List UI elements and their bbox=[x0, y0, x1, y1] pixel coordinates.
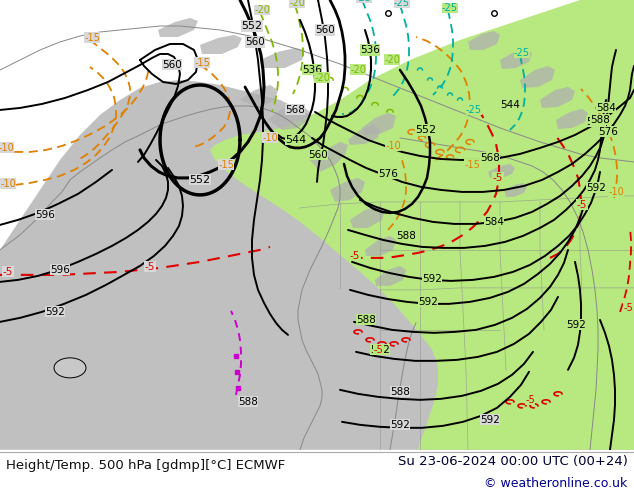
Text: 592: 592 bbox=[422, 274, 442, 284]
Text: -5: -5 bbox=[493, 173, 503, 183]
Polygon shape bbox=[468, 31, 500, 50]
Text: -10: -10 bbox=[0, 143, 14, 153]
Polygon shape bbox=[504, 183, 527, 197]
Polygon shape bbox=[365, 236, 396, 256]
Text: -5: -5 bbox=[577, 200, 587, 210]
Polygon shape bbox=[540, 87, 575, 108]
Polygon shape bbox=[210, 0, 634, 450]
Text: -15: -15 bbox=[218, 160, 234, 170]
Text: -25: -25 bbox=[394, 0, 410, 8]
Text: 588: 588 bbox=[390, 387, 410, 397]
Text: -10: -10 bbox=[385, 141, 401, 151]
Text: -5: -5 bbox=[350, 251, 360, 261]
Text: 560: 560 bbox=[315, 25, 335, 35]
Polygon shape bbox=[362, 113, 396, 135]
Text: -15: -15 bbox=[464, 160, 480, 170]
Polygon shape bbox=[488, 164, 515, 178]
Text: 560: 560 bbox=[162, 60, 182, 70]
Ellipse shape bbox=[54, 358, 86, 378]
Text: 588: 588 bbox=[396, 231, 416, 241]
Polygon shape bbox=[240, 85, 278, 108]
Text: 588: 588 bbox=[356, 315, 376, 325]
Text: 592: 592 bbox=[566, 320, 586, 330]
Text: 544: 544 bbox=[500, 100, 520, 110]
Polygon shape bbox=[0, 80, 634, 450]
Polygon shape bbox=[330, 178, 365, 202]
Text: -20: -20 bbox=[254, 5, 270, 15]
Text: 592: 592 bbox=[480, 415, 500, 425]
Text: -10: -10 bbox=[262, 133, 278, 143]
Text: 568: 568 bbox=[586, 117, 606, 127]
Text: -15: -15 bbox=[84, 33, 100, 43]
Text: -5: -5 bbox=[145, 262, 155, 272]
Text: 592: 592 bbox=[390, 420, 410, 430]
Text: -15: -15 bbox=[194, 58, 210, 68]
Text: -20: -20 bbox=[314, 73, 330, 83]
Text: 552: 552 bbox=[190, 175, 210, 185]
Text: 592: 592 bbox=[586, 183, 606, 193]
Polygon shape bbox=[310, 142, 348, 172]
Text: -20: -20 bbox=[289, 0, 305, 8]
Polygon shape bbox=[200, 35, 242, 54]
Text: 552: 552 bbox=[242, 21, 262, 31]
Text: -20: -20 bbox=[384, 55, 400, 65]
Text: 592: 592 bbox=[370, 345, 390, 355]
Text: Height/Temp. 500 hPa [gdmp][°C] ECMWF: Height/Temp. 500 hPa [gdmp][°C] ECMWF bbox=[6, 460, 285, 472]
Polygon shape bbox=[260, 48, 305, 68]
Polygon shape bbox=[268, 105, 310, 130]
Text: 544: 544 bbox=[285, 135, 307, 145]
Text: -5: -5 bbox=[623, 303, 633, 313]
Text: -10: -10 bbox=[608, 187, 624, 197]
Polygon shape bbox=[556, 109, 588, 129]
Polygon shape bbox=[350, 206, 385, 228]
Text: 592: 592 bbox=[45, 307, 65, 317]
Text: 596: 596 bbox=[50, 265, 70, 275]
Text: -25: -25 bbox=[356, 0, 372, 3]
Text: 568: 568 bbox=[285, 105, 305, 115]
Text: 560: 560 bbox=[245, 37, 265, 47]
Text: -25: -25 bbox=[514, 48, 530, 58]
Text: 588: 588 bbox=[238, 397, 258, 407]
Text: -5: -5 bbox=[373, 345, 383, 355]
Text: 536: 536 bbox=[360, 45, 380, 55]
Text: 592: 592 bbox=[418, 297, 438, 307]
Text: 588: 588 bbox=[590, 115, 610, 125]
Text: 584: 584 bbox=[596, 103, 616, 113]
Text: 576: 576 bbox=[378, 169, 398, 179]
Text: 536: 536 bbox=[302, 65, 322, 75]
Text: Su 23-06-2024 00:00 UTC (00+24): Su 23-06-2024 00:00 UTC (00+24) bbox=[398, 455, 628, 468]
Text: 552: 552 bbox=[415, 125, 437, 135]
Polygon shape bbox=[158, 18, 198, 37]
Text: 568: 568 bbox=[480, 153, 500, 163]
Text: -20: -20 bbox=[350, 65, 366, 75]
Text: -10: -10 bbox=[0, 179, 16, 189]
Polygon shape bbox=[375, 266, 406, 286]
Polygon shape bbox=[348, 125, 380, 145]
Text: -25: -25 bbox=[466, 105, 482, 115]
Text: -5: -5 bbox=[3, 267, 13, 277]
Text: 576: 576 bbox=[598, 127, 618, 137]
Polygon shape bbox=[520, 66, 555, 88]
Text: © weatheronline.co.uk: © weatheronline.co.uk bbox=[484, 477, 628, 490]
Text: -25: -25 bbox=[442, 3, 458, 13]
Text: 560: 560 bbox=[308, 150, 328, 160]
Text: 584: 584 bbox=[484, 217, 504, 227]
Polygon shape bbox=[500, 49, 532, 69]
Text: -5: -5 bbox=[525, 395, 535, 405]
Text: 596: 596 bbox=[35, 210, 55, 220]
